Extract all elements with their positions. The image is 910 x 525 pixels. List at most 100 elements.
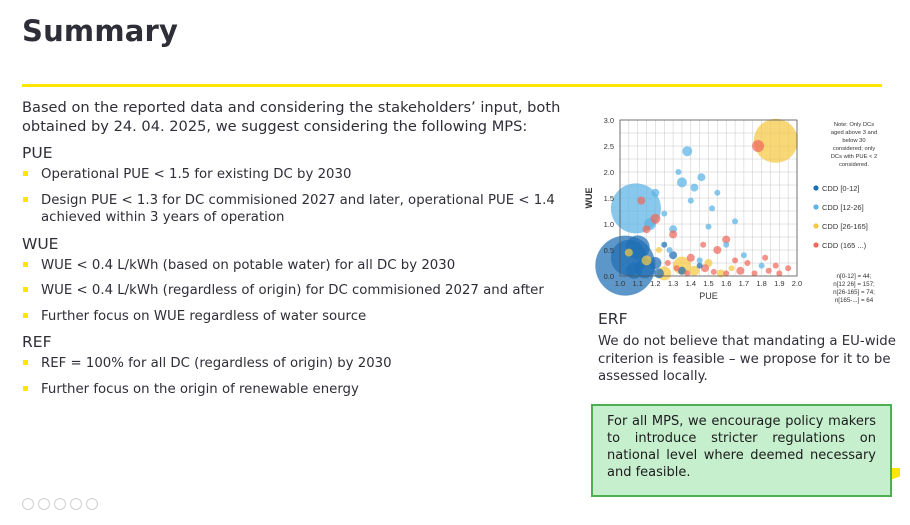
slide-title: Summary xyxy=(22,14,179,48)
scatter-point xyxy=(675,169,682,175)
list-item: REF = 100% for all DC (regardless of ori… xyxy=(22,355,582,373)
list-item: Further focus on WUE regardless of water… xyxy=(22,308,582,326)
x-tick-label: 1.8 xyxy=(756,279,766,288)
x-tick-label: 1.2 xyxy=(650,279,660,288)
x-tick-label: 1.6 xyxy=(721,279,731,288)
legend-swatch xyxy=(813,242,819,248)
back-icon[interactable] xyxy=(22,498,34,510)
x-tick-label: 1.0 xyxy=(615,279,625,288)
legend-swatch xyxy=(813,185,819,191)
section-heading-wue: WUE xyxy=(22,234,59,253)
note-line: below 30 xyxy=(842,138,865,144)
scatter-point xyxy=(700,264,709,273)
legend-label: CDD [0-12] xyxy=(822,184,860,193)
point-layer xyxy=(595,118,798,296)
callout-text: For all MPS, we encourage policy makers … xyxy=(607,414,876,480)
bullet-square-icon xyxy=(23,385,28,391)
scatter-point xyxy=(722,235,731,244)
x-tick-label: 1.9 xyxy=(774,279,784,288)
pue-wue-scatter-chart: 1.0 1.1 1.2 1.3 1.4 1.5 1.6 1.7 1.8 1.9 2.0 0.0 0.5 1… xyxy=(580,112,900,314)
scatter-point xyxy=(661,210,668,217)
scatter-point xyxy=(714,189,721,196)
section-heading-pue: PUE xyxy=(22,144,53,162)
scatter-point xyxy=(713,246,722,254)
pue-bullet-list: Operational PUE < 1.5 for existing DC by… xyxy=(22,166,582,227)
list-item: Operational PUE < 1.5 for existing DC by… xyxy=(22,166,582,184)
wue-bullet-list: WUE < 0.4 L/kWh (based on potable water)… xyxy=(22,257,582,326)
scatter-point xyxy=(624,248,633,257)
bullet-text: REF = 100% for all DC (regardless of ori… xyxy=(41,356,392,371)
scatter-point xyxy=(785,265,792,272)
scatter-point xyxy=(650,213,661,224)
scatter-point xyxy=(740,252,747,259)
list-item: Design PUE < 1.3 for DC commisioned 2027… xyxy=(22,192,582,227)
count-notes: n[0-12] = 44;n[12 26] = 157;n[26-165] = … xyxy=(833,273,875,304)
count-label: n[26-165] = 74; xyxy=(833,289,875,296)
scatter-point xyxy=(677,266,686,275)
legend-label: CDD [12-26] xyxy=(822,203,864,212)
section-heading-ref: REF xyxy=(22,333,52,351)
bullet-text: WUE < 0.4 L/kWh (based on potable water)… xyxy=(41,257,456,273)
scatter-point xyxy=(653,268,664,279)
bullet-square-icon xyxy=(23,360,28,365)
x-tick-label: 1.5 xyxy=(703,279,713,288)
y-tick-label: 0.5 xyxy=(604,246,614,255)
chart-note: Note: Only DCs aged above 3 and below 30 co… xyxy=(831,122,878,168)
list-item: WUE < 0.4 L/kWh (regardless of origin) f… xyxy=(22,282,582,300)
presentation-toolbar xyxy=(22,498,98,510)
zoom-icon[interactable] xyxy=(54,498,66,510)
count-label: n[165-...] = 64 xyxy=(835,297,874,304)
pen-icon[interactable] xyxy=(38,498,50,510)
bullet-square-icon xyxy=(23,287,28,292)
ref-bullet-list: REF = 100% for all DC (regardless of ori… xyxy=(22,355,582,398)
scatter-point xyxy=(651,188,660,197)
legend-swatch xyxy=(813,223,819,229)
scatter-point xyxy=(690,183,699,192)
forward-icon[interactable] xyxy=(86,498,98,510)
scatter-point xyxy=(732,257,739,264)
scatter-point xyxy=(732,218,739,225)
x-tick-label: 1.7 xyxy=(739,279,749,288)
scatter-point xyxy=(744,260,751,266)
scatter-point xyxy=(697,173,706,182)
scatter-point xyxy=(765,267,772,274)
scatter-point xyxy=(751,270,758,277)
scatter-point xyxy=(666,247,673,253)
y-tick-label: 2.5 xyxy=(604,142,614,151)
scatter-point xyxy=(752,140,765,152)
menu-icon[interactable] xyxy=(70,498,82,510)
scatter-point xyxy=(723,241,730,248)
bullet-text: Further focus on WUE regardless of water… xyxy=(41,308,367,324)
scatter-point xyxy=(696,257,703,264)
scatter-point xyxy=(709,205,716,212)
scatter-point xyxy=(776,270,783,277)
scatter-point xyxy=(758,262,765,269)
y-tick-label: 1.5 xyxy=(604,194,614,203)
scatter-point xyxy=(686,253,695,262)
scatter-point xyxy=(642,225,651,234)
y-tick-label: 1.0 xyxy=(604,220,614,229)
x-tick-label: 1.3 xyxy=(668,279,678,288)
scatter-point xyxy=(669,251,678,260)
legend-swatch xyxy=(813,204,819,210)
section-heading-erf: ERF xyxy=(598,310,628,328)
scatter-point xyxy=(676,177,687,188)
erf-paragraph: We do not believe that mandating a EU-wi… xyxy=(598,334,896,384)
legend-label: CDD (165 ...) xyxy=(822,241,867,250)
scatter-point xyxy=(762,254,769,261)
scatter-point xyxy=(655,247,662,253)
y-axis-label: WUE xyxy=(584,188,594,209)
scatter-chart-svg: 1.0 1.1 1.2 1.3 1.4 1.5 1.6 1.7 1.8 1.9 2.0 0.0 0.5 1… xyxy=(584,116,878,304)
scatter-point xyxy=(649,257,662,269)
scatter-point xyxy=(687,197,694,204)
title-underline xyxy=(22,84,882,87)
plot-frame xyxy=(619,119,798,277)
bullet-square-icon xyxy=(23,196,28,202)
note-line: considered. xyxy=(839,162,869,168)
y-tick-label: 3.0 xyxy=(604,116,614,125)
scatter-point xyxy=(716,269,725,278)
legend-label: CDD [26-165] xyxy=(822,222,868,231)
legend: CDD [0-12] CDD [12-26] CDD [26-165] CDD (16… xyxy=(813,184,868,250)
y-tick-label: 2.0 xyxy=(604,168,614,177)
bullet-text: Design PUE < 1.3 for DC commisioned 2027… xyxy=(41,192,555,226)
